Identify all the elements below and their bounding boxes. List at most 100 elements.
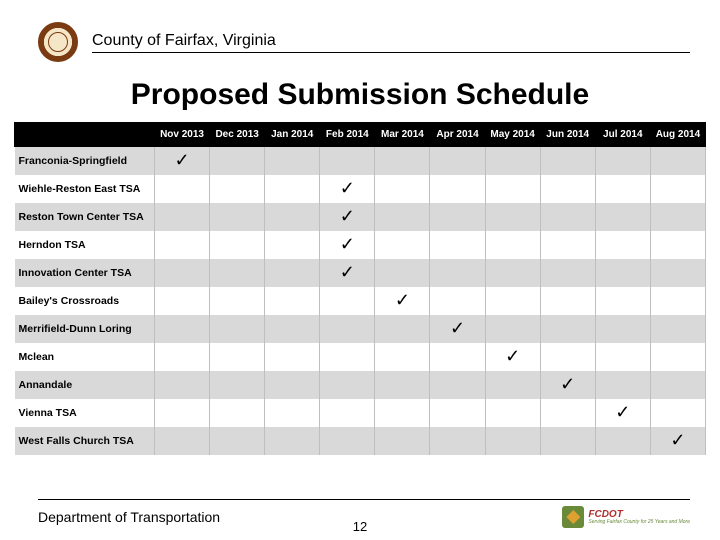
table-cell: [485, 399, 540, 427]
table-cell: [430, 287, 485, 315]
table-cell: [650, 203, 705, 231]
table-cell: [485, 427, 540, 455]
col-header: Apr 2014: [430, 123, 485, 147]
org-name: County of Fairfax, Virginia: [92, 32, 690, 52]
table-cell: [650, 343, 705, 371]
row-label: Herndon TSA: [15, 231, 155, 259]
table-cell: [375, 371, 430, 399]
table-cell: ✓: [320, 203, 375, 231]
table-cell: [485, 259, 540, 287]
table-row: Vienna TSA✓: [15, 399, 706, 427]
table-header-row: Nov 2013 Dec 2013 Jan 2014 Feb 2014 Mar …: [15, 123, 706, 147]
table-cell: [155, 203, 210, 231]
check-icon: ✓: [340, 206, 355, 226]
table-cell: [210, 259, 265, 287]
table-row: Innovation Center TSA ✓: [15, 259, 706, 287]
row-label: Wiehle-Reston East TSA: [15, 175, 155, 203]
table-cell: [155, 231, 210, 259]
row-label: Franconia-Springfield: [15, 147, 155, 175]
row-label: Vienna TSA: [15, 399, 155, 427]
table-cell: [430, 427, 485, 455]
table-cell: [210, 203, 265, 231]
col-header: Feb 2014: [320, 123, 375, 147]
col-header: May 2014: [485, 123, 540, 147]
table-cell: [155, 175, 210, 203]
table-cell: [265, 147, 320, 175]
table-cell: [155, 427, 210, 455]
table-cell: [375, 231, 430, 259]
table-cell: [265, 399, 320, 427]
table-cell: [540, 399, 595, 427]
check-icon: ✓: [340, 262, 355, 282]
table-row: West Falls Church TSA ✓: [15, 427, 706, 455]
table-cell: [540, 203, 595, 231]
row-label: Bailey's Crossroads: [15, 287, 155, 315]
table-cell: [375, 399, 430, 427]
table-cell: [540, 343, 595, 371]
table-cell: [375, 259, 430, 287]
table-cell: [650, 147, 705, 175]
table-cell: [485, 147, 540, 175]
table-cell: ✓: [650, 427, 705, 455]
table-cell: [210, 371, 265, 399]
table-cell: [375, 147, 430, 175]
table-cell: [540, 231, 595, 259]
table-cell: [375, 427, 430, 455]
check-icon: ✓: [395, 290, 410, 310]
table-cell: [540, 175, 595, 203]
table-cell: [320, 427, 375, 455]
table-row: Herndon TSA ✓: [15, 231, 706, 259]
schedule-table: Nov 2013 Dec 2013 Jan 2014 Feb 2014 Mar …: [14, 122, 706, 455]
col-header: Jul 2014: [595, 123, 650, 147]
table-cell: [650, 371, 705, 399]
row-label: West Falls Church TSA: [15, 427, 155, 455]
table-cell: [430, 203, 485, 231]
table-cell: [155, 399, 210, 427]
row-label: Annandale: [15, 371, 155, 399]
table-cell: [485, 231, 540, 259]
table-cell: [265, 175, 320, 203]
row-label: Mclean: [15, 343, 155, 371]
col-header: Dec 2013: [210, 123, 265, 147]
table-row: Annandale ✓: [15, 371, 706, 399]
table-cell: [650, 175, 705, 203]
table-cell: [595, 175, 650, 203]
page-number: 12: [0, 519, 720, 534]
table-cell: [595, 287, 650, 315]
table-cell: [430, 343, 485, 371]
table-cell: ✓: [320, 175, 375, 203]
table-cell: ✓: [375, 287, 430, 315]
check-icon: ✓: [175, 150, 190, 170]
col-header: Aug 2014: [650, 123, 705, 147]
table-cell: [485, 175, 540, 203]
table-cell: [485, 203, 540, 231]
table-cell: [265, 259, 320, 287]
table-cell: ✓: [320, 259, 375, 287]
table-cell: [430, 399, 485, 427]
check-icon: ✓: [560, 374, 575, 394]
table-cell: [320, 399, 375, 427]
table-cell: [155, 371, 210, 399]
table-row: Reston Town Center TSA✓: [15, 203, 706, 231]
table-cell: [265, 315, 320, 343]
table-row: Bailey's Crossroads ✓: [15, 287, 706, 315]
table-cell: [320, 371, 375, 399]
table-cell: ✓: [155, 147, 210, 175]
table-cell: [210, 427, 265, 455]
table-cell: [210, 175, 265, 203]
table-row: Wiehle-Reston East TSA ✓: [15, 175, 706, 203]
table-cell: [375, 315, 430, 343]
table-cell: [155, 315, 210, 343]
table-cell: [320, 343, 375, 371]
table-cell: [485, 287, 540, 315]
table-row: Merrifield-Dunn Loring✓: [15, 315, 706, 343]
table-cell: [265, 203, 320, 231]
table-cell: ✓: [320, 231, 375, 259]
table-cell: [375, 203, 430, 231]
table-corner: [15, 123, 155, 147]
check-icon: ✓: [670, 430, 685, 450]
table-cell: [650, 287, 705, 315]
table-cell: [430, 175, 485, 203]
table-cell: [155, 259, 210, 287]
row-label: Innovation Center TSA: [15, 259, 155, 287]
